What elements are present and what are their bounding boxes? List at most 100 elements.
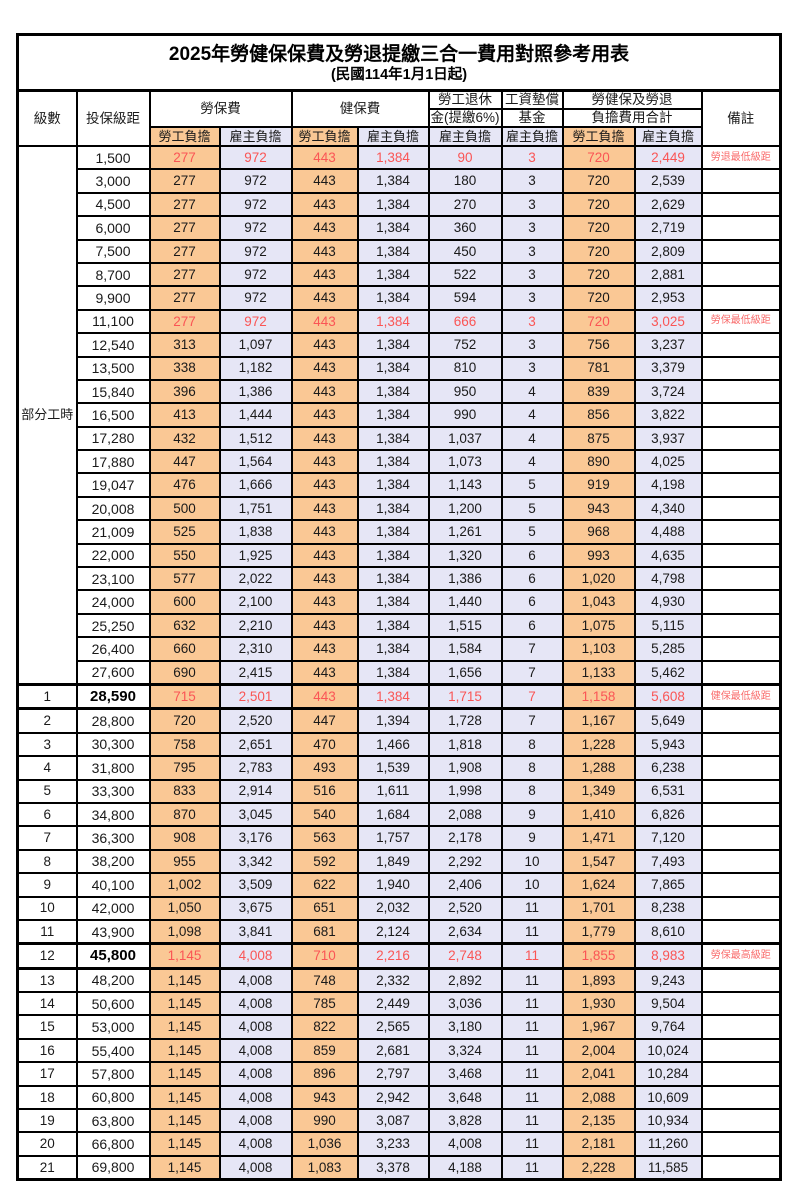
table-row: 18 60,800 1,145 4,008 943 2,942 3,648 11 2,088 10…: [16, 1084, 782, 1111]
value-cell: 720: [561, 191, 636, 218]
value-cell: 2,032: [356, 895, 430, 921]
value-cell: 1,779: [561, 918, 636, 945]
value-cell: 313: [148, 332, 221, 358]
value-cell: 660: [148, 636, 221, 662]
table-row: 27,600 690 2,415 443 1,384 1,656 7 1,133 5,462: [18, 659, 782, 686]
bracket-cell: 40,100: [75, 872, 151, 898]
value-cell: 277: [148, 261, 221, 288]
level-cell: 19: [16, 1107, 78, 1134]
remark-cell: 健保最低級距: [700, 682, 782, 711]
value-cell: 2,681: [356, 1037, 430, 1064]
value-cell: 715: [148, 682, 221, 711]
value-cell: 2,748: [427, 942, 503, 970]
value-cell: 972: [218, 308, 293, 335]
value-cell: 1,050: [148, 895, 221, 921]
bracket-cell: 3,000: [75, 168, 151, 194]
value-cell: 1,728: [427, 707, 503, 734]
value-cell: 1,143: [427, 472, 503, 498]
remark-cell: [700, 1107, 782, 1134]
bracket-cell: 36,300: [75, 825, 151, 851]
value-cell: 1,967: [561, 1014, 636, 1040]
value-cell: 443: [290, 238, 359, 264]
level-cell: 5: [16, 778, 78, 804]
value-cell: 4,198: [633, 472, 703, 498]
header-group-row-1: 級數 投保級距 勞保費 健保費 勞工退休 工資墊償 勞健保及勞退 備註: [16, 89, 782, 147]
value-cell: 1,145: [148, 1014, 221, 1040]
table-row: 4,500 277 972 443 1,384 270 3 720 2,629: [18, 191, 782, 218]
value-cell: 90: [427, 144, 503, 171]
value-cell: 594: [427, 285, 503, 311]
part-time-label-cell: 部分工時: [16, 144, 78, 686]
subheader-health-employer: 雇主負擔: [356, 126, 430, 147]
value-cell: 443: [290, 308, 359, 335]
value-cell: 3,841: [218, 918, 293, 945]
value-cell: 720: [561, 308, 636, 335]
bracket-cell: 6,000: [75, 215, 151, 241]
value-cell: 1,384: [356, 215, 430, 241]
value-cell: 690: [148, 659, 221, 686]
bracket-cell: 21,009: [75, 519, 151, 545]
table-row: 20 66,800 1,145 4,008 1,036 3,233 4,008 11 2,181…: [16, 1131, 782, 1157]
remark-cell: [700, 566, 782, 592]
value-cell: 1,384: [356, 612, 430, 639]
value-cell: 443: [290, 659, 359, 686]
value-cell: 3: [500, 308, 564, 335]
bracket-cell: 28,590: [75, 682, 151, 711]
remark-cell: [700, 636, 782, 662]
value-cell: 1,349: [561, 778, 636, 804]
value-cell: 3,324: [427, 1037, 503, 1064]
value-cell: 8,238: [633, 895, 703, 921]
value-cell: 443: [290, 519, 359, 545]
bracket-cell: 15,840: [75, 378, 151, 405]
value-cell: 972: [218, 215, 293, 241]
table-row: 6 34,800 870 3,045 540 1,684 2,088 9 1,410 6,826: [16, 801, 782, 828]
table-row: 1 28,590 715 2,501 443 1,384 1,715 7 1,158 5,608 健…: [16, 682, 782, 711]
bracket-cell: 48,200: [75, 967, 151, 994]
value-cell: 1,564: [218, 449, 293, 475]
title-block: 2025年勞健保保費及勞退提繳三合一費用對照參考用表 (民國114年1月1日起): [16, 33, 782, 92]
value-cell: 2,135: [561, 1107, 636, 1134]
value-cell: 577: [148, 566, 221, 592]
value-cell: 522: [427, 261, 503, 288]
remark-cell: 勞退最低級距: [700, 144, 782, 171]
header-subrow: 勞工負擔 雇主負擔 勞工負擔 雇主負擔 雇主負擔 雇主負擔 勞工負擔 雇主負擔: [18, 126, 781, 147]
value-cell: 1,097: [218, 332, 293, 358]
value-cell: 1,893: [561, 967, 636, 994]
value-cell: 2,634: [427, 918, 503, 945]
value-cell: 4,340: [633, 495, 703, 522]
bracket-cell: 45,800: [75, 942, 151, 970]
value-cell: 443: [290, 425, 359, 452]
value-cell: 443: [290, 542, 359, 569]
value-cell: 470: [290, 731, 359, 758]
remark-cell: [700, 1014, 782, 1040]
value-cell: 476: [148, 472, 221, 498]
value-cell: 710: [290, 942, 359, 970]
value-cell: 1,384: [356, 636, 430, 662]
bracket-cell: 20,008: [75, 495, 151, 522]
table-row: 21 69,800 1,145 4,008 1,083 3,378 4,188 11 2,228…: [16, 1154, 782, 1181]
value-cell: 11: [500, 1154, 564, 1181]
col-header-bracket: 投保級距: [75, 89, 151, 147]
value-cell: 3: [500, 191, 564, 218]
value-cell: 9: [500, 825, 564, 851]
value-cell: 1,666: [218, 472, 293, 498]
bracket-cell: 23,100: [75, 566, 151, 592]
level-cell: 9: [16, 872, 78, 898]
value-cell: 500: [148, 495, 221, 522]
reference-sheet-page: 2025年勞健保保費及勞退提繳三合一費用對照參考用表 (民國114年1月1日起)…: [16, 33, 783, 1181]
bracket-cell: 27,600: [75, 659, 151, 686]
value-cell: 1,145: [148, 1131, 221, 1157]
value-cell: 443: [290, 378, 359, 405]
value-cell: 2,022: [218, 566, 293, 592]
value-cell: 2,942: [356, 1084, 430, 1111]
bracket-cell: 13,500: [75, 355, 151, 381]
value-cell: 720: [561, 261, 636, 288]
value-cell: 1,384: [356, 659, 430, 686]
table-row: 23,100 577 2,022 443 1,384 1,386 6 1,020 4,798: [18, 566, 782, 592]
header-group-row-2: 金(提繳6%) 基金 負擔費用合計: [18, 108, 781, 128]
bracket-cell: 69,800: [75, 1154, 151, 1181]
value-cell: 9: [500, 801, 564, 828]
value-cell: 277: [148, 308, 221, 335]
value-cell: 180: [427, 168, 503, 194]
value-cell: 9,764: [633, 1014, 703, 1040]
